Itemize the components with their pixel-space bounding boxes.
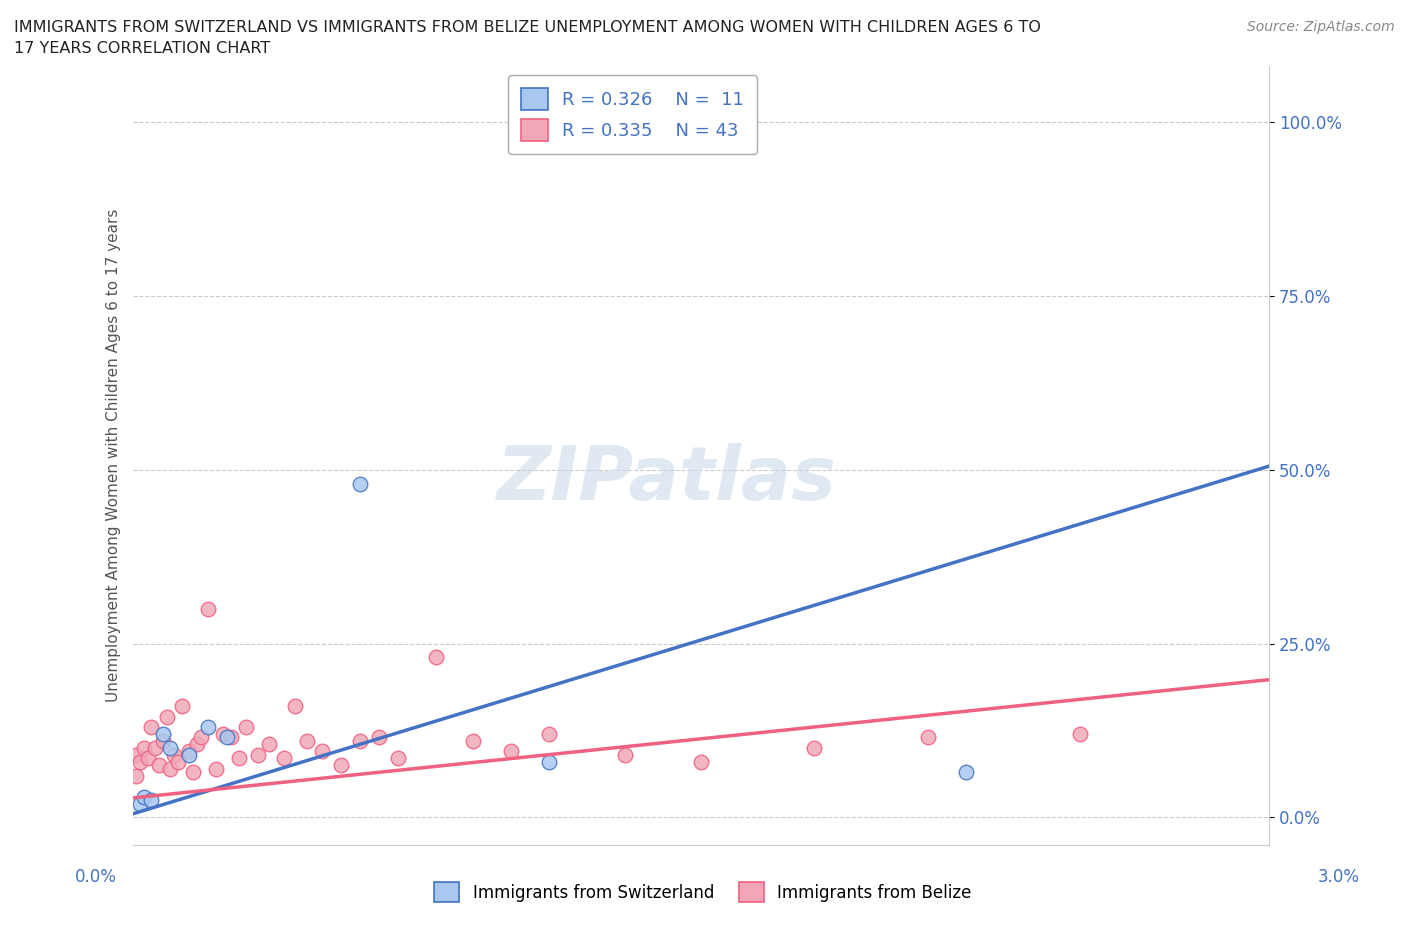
Point xyxy=(152,726,174,741)
Point xyxy=(181,764,204,779)
Point xyxy=(246,748,269,763)
Point xyxy=(217,730,239,745)
Y-axis label: Unemployment Among Women with Children Ages 6 to 17 years: Unemployment Among Women with Children A… xyxy=(107,209,121,702)
Point xyxy=(197,720,219,735)
Point xyxy=(689,754,711,769)
Point xyxy=(257,737,280,751)
Point xyxy=(129,796,152,811)
Point xyxy=(228,751,250,765)
Point xyxy=(235,720,257,735)
Point xyxy=(955,764,977,779)
Point xyxy=(125,748,148,763)
Point xyxy=(132,740,155,755)
Point xyxy=(205,762,228,777)
Point xyxy=(425,650,447,665)
Point xyxy=(501,744,523,759)
Point xyxy=(152,734,174,749)
Point xyxy=(329,758,352,773)
Point xyxy=(311,744,333,759)
Point xyxy=(125,768,148,783)
Point xyxy=(349,476,371,491)
Point xyxy=(179,744,201,759)
Point xyxy=(129,754,152,769)
Legend: Immigrants from Switzerland, Immigrants from Belize: Immigrants from Switzerland, Immigrants … xyxy=(426,873,980,910)
Point xyxy=(614,748,637,763)
Point xyxy=(186,737,208,751)
Point xyxy=(141,792,163,807)
Point xyxy=(136,751,159,765)
Point xyxy=(284,698,307,713)
Text: IMMIGRANTS FROM SWITZERLAND VS IMMIGRANTS FROM BELIZE UNEMPLOYMENT AMONG WOMEN W: IMMIGRANTS FROM SWITZERLAND VS IMMIGRANT… xyxy=(14,20,1040,35)
Point xyxy=(132,790,155,804)
Text: 0.0%: 0.0% xyxy=(75,868,117,885)
Point xyxy=(367,730,389,745)
Point xyxy=(349,734,371,749)
Text: Source: ZipAtlas.com: Source: ZipAtlas.com xyxy=(1247,20,1395,34)
Point xyxy=(273,751,295,765)
Point xyxy=(143,740,166,755)
Point xyxy=(163,748,186,763)
Legend: R = 0.326    N =  11, R = 0.335    N = 43: R = 0.326 N = 11, R = 0.335 N = 43 xyxy=(508,75,756,153)
Text: 17 YEARS CORRELATION CHART: 17 YEARS CORRELATION CHART xyxy=(14,41,270,56)
Point xyxy=(538,754,561,769)
Point xyxy=(538,726,561,741)
Point xyxy=(170,698,193,713)
Point xyxy=(917,730,939,745)
Point xyxy=(463,734,485,749)
Point xyxy=(803,740,825,755)
Text: 3.0%: 3.0% xyxy=(1317,868,1360,885)
Point xyxy=(1069,726,1091,741)
Point xyxy=(219,730,242,745)
Point xyxy=(141,720,163,735)
Point xyxy=(167,754,190,769)
Point xyxy=(159,740,181,755)
Point xyxy=(159,762,181,777)
Point xyxy=(197,602,219,617)
Text: ZIPatlas: ZIPatlas xyxy=(496,443,837,515)
Point xyxy=(155,709,177,724)
Point xyxy=(190,730,212,745)
Point xyxy=(148,758,170,773)
Point xyxy=(295,734,318,749)
Point xyxy=(179,748,201,763)
Point xyxy=(387,751,409,765)
Point xyxy=(212,726,235,741)
